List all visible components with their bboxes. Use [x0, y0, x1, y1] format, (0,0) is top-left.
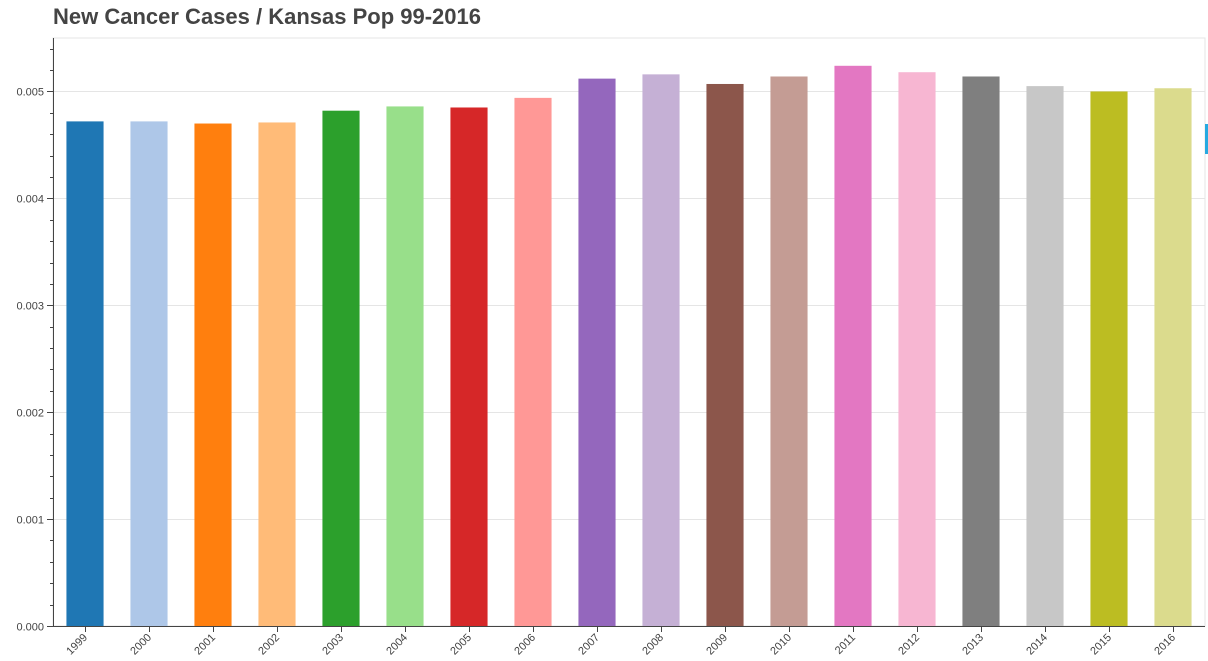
bar-2004[interactable] — [386, 106, 424, 627]
x-tick-label: 2011 — [833, 632, 858, 657]
x-tick-label: 2001 — [192, 632, 218, 658]
chart-title: New Cancer Cases / Kansas Pop 99-2016 — [53, 4, 482, 29]
bar-2016[interactable] — [1154, 88, 1192, 627]
x-tick-label: 2002 — [256, 632, 282, 658]
x-tick-label: 2016 — [1152, 632, 1178, 658]
bar-2008[interactable] — [642, 74, 680, 626]
x-tick-label: 2009 — [704, 632, 730, 658]
bar-2001[interactable] — [194, 123, 232, 626]
x-tick-label: 1999 — [64, 632, 90, 658]
x-tick-label: 2004 — [384, 632, 410, 658]
x-tick-label: 2003 — [320, 632, 346, 658]
x-tick-label: 2008 — [640, 632, 666, 658]
bar-2000[interactable] — [130, 121, 168, 626]
bar-2009[interactable] — [706, 83, 744, 627]
y-tick-label: 0.004 — [16, 194, 44, 206]
bar-2006[interactable] — [514, 97, 552, 627]
y-tick-label: 0.000 — [16, 622, 44, 634]
x-tick-label: 2005 — [448, 632, 474, 658]
bar-2003[interactable] — [322, 110, 360, 626]
bar-1999[interactable] — [66, 121, 104, 626]
bar-2012[interactable] — [898, 72, 936, 626]
bar-2014[interactable] — [1026, 86, 1064, 627]
bar-2015[interactable] — [1090, 91, 1128, 627]
x-tick-label: 2010 — [768, 632, 794, 658]
toolbar-edge[interactable] — [1205, 124, 1208, 154]
bar-2013[interactable] — [962, 76, 1000, 626]
y-tick-label: 0.001 — [16, 515, 44, 527]
bar-2007[interactable] — [578, 78, 616, 626]
y-tick-label: 0.005 — [16, 87, 44, 99]
x-tick-label: 2015 — [1088, 632, 1114, 658]
x-tick-label: 2013 — [960, 632, 986, 658]
bar-2002[interactable] — [258, 122, 296, 626]
x-tick-label: 2007 — [576, 632, 602, 658]
bar-2011[interactable] — [834, 65, 872, 626]
y-tick-label: 0.002 — [16, 408, 44, 420]
x-tick-label: 2000 — [128, 632, 154, 658]
y-tick-label: 0.003 — [16, 301, 44, 313]
bar-2005[interactable] — [450, 107, 488, 626]
x-tick-label: 2014 — [1024, 632, 1050, 658]
x-tick-label: 2012 — [896, 632, 922, 658]
bar-2010[interactable] — [770, 76, 808, 626]
x-tick-label: 2006 — [512, 632, 538, 658]
